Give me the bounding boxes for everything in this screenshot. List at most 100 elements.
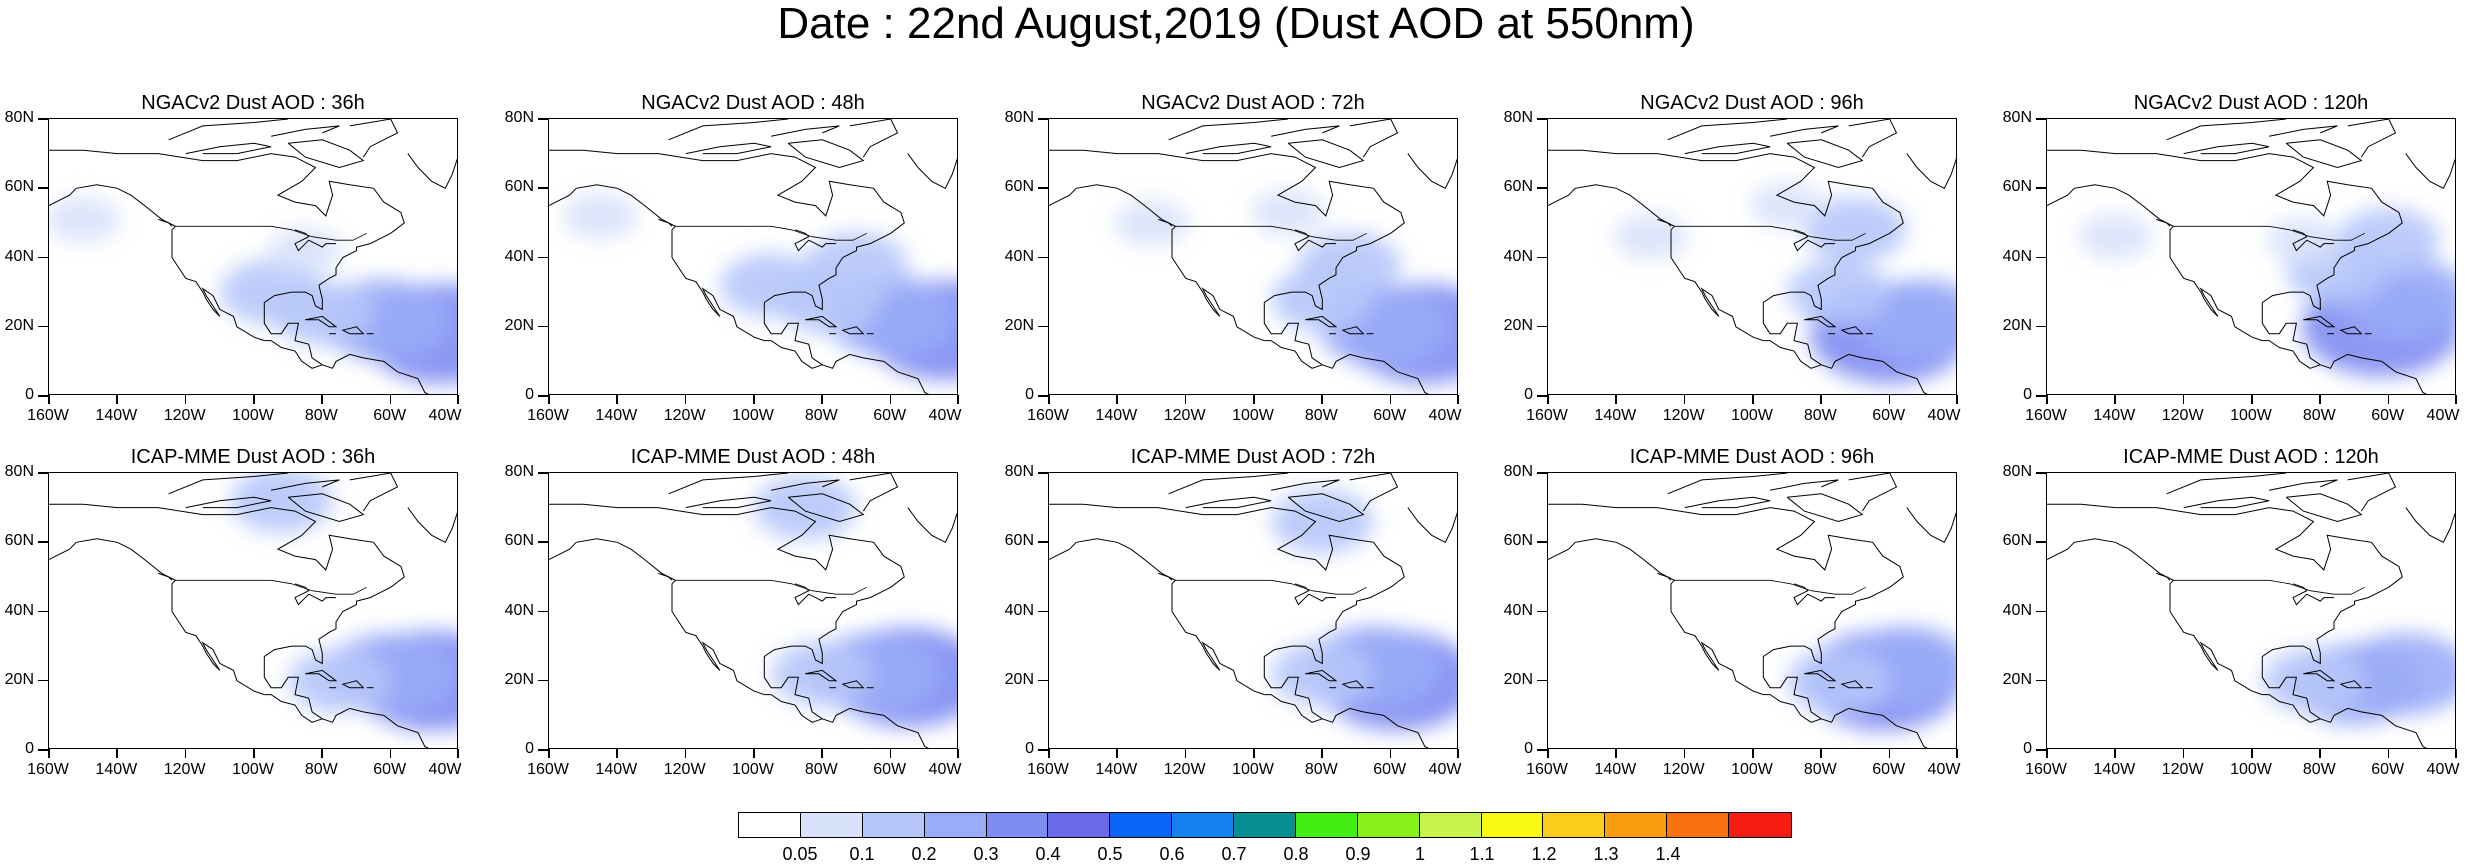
island <box>341 326 365 335</box>
lat-label: 20N <box>1503 670 1533 688</box>
lat-label: 80N <box>1004 463 1034 480</box>
aod-plumes <box>230 473 457 731</box>
colorbar-swatch <box>739 813 801 837</box>
dust-aod-map <box>2046 118 2456 395</box>
lat-tick <box>2036 118 2046 120</box>
colorbar-label: 0.5 <box>1097 844 1123 864</box>
aod-plume <box>1787 260 1890 325</box>
coastline <box>787 139 865 169</box>
colorbar-label: 1.2 <box>1531 844 1557 864</box>
aod-plume <box>2078 213 2153 260</box>
lon-tick <box>116 395 118 404</box>
coastline <box>49 149 429 394</box>
lon-label: 40W <box>1428 761 1462 778</box>
coastline <box>287 493 365 523</box>
island <box>1305 669 1338 682</box>
lon-tick <box>957 749 959 758</box>
lon-label: 40W <box>928 407 962 424</box>
lat-tick <box>1537 679 1547 682</box>
lon-tick <box>1888 395 1891 404</box>
island <box>805 669 838 682</box>
aod-plume <box>1613 213 1688 260</box>
lat-label: 0 <box>1524 386 1533 403</box>
lon-tick <box>1457 395 1459 404</box>
lon-tick <box>2114 749 2116 758</box>
coastline <box>2183 496 2270 509</box>
coastline <box>349 473 399 512</box>
colorbar-swatch <box>924 813 987 837</box>
coastline <box>49 184 221 317</box>
lon-tick <box>48 749 50 758</box>
lat-label: 60N <box>4 532 34 550</box>
lon-label: 40W <box>428 407 462 424</box>
coastline <box>2262 694 2321 723</box>
lon-label: 60W <box>873 761 907 778</box>
island <box>1804 669 1837 682</box>
lon-tick <box>2387 395 2390 404</box>
lat-tick <box>1038 610 1048 612</box>
coastline <box>185 142 272 155</box>
lon-tick <box>889 749 892 758</box>
coastline <box>1185 496 1272 509</box>
coastline <box>2047 538 2219 671</box>
aod-plume <box>719 253 823 318</box>
colorbar-swatch <box>1605 813 1668 837</box>
lon-tick <box>1683 395 1686 404</box>
coastline <box>1201 287 1265 342</box>
lat-tick <box>38 187 48 189</box>
lat-label: 20N <box>1004 316 1034 334</box>
coastline <box>1158 572 1173 581</box>
aod-plume <box>1750 182 1824 229</box>
coastline <box>1168 119 1289 141</box>
island <box>1804 315 1837 328</box>
aod-plume <box>563 192 638 239</box>
lon-label: 60W <box>1373 407 1407 424</box>
lat-label: 60N <box>1503 178 1533 196</box>
lon-tick <box>548 749 550 758</box>
lat-tick <box>2036 395 2046 397</box>
panel-title: NGACv2 Dust AOD : 36h <box>141 92 365 114</box>
lat-label: 40N <box>504 247 534 265</box>
panel-title: NGACv2 Dust AOD : 72h <box>1141 92 1365 114</box>
lon-tick <box>2046 749 2048 758</box>
lat-label: 20N <box>504 670 534 688</box>
lat-label: 60N <box>504 178 534 196</box>
lon-tick <box>2319 395 2321 404</box>
lon-tick <box>1752 749 1754 758</box>
lat-label: 80N <box>1503 109 1533 126</box>
island <box>841 326 865 335</box>
lon-label: 100W <box>232 761 274 778</box>
lon-tick <box>1048 395 1050 404</box>
lon-label: 140W <box>1594 407 1637 424</box>
lat-tick <box>1537 187 1547 189</box>
colorbar-label: 0.4 <box>1035 844 1061 864</box>
aod-plume <box>2262 648 2365 713</box>
lat-tick <box>1537 325 1547 328</box>
lon-tick <box>1956 749 1958 758</box>
us-canada-border <box>2173 225 2365 241</box>
lon-label: 100W <box>732 761 774 778</box>
lat-label: 60N <box>4 178 34 196</box>
lat-label: 0 <box>2023 386 2032 403</box>
colorbar-swatch <box>1419 813 1482 837</box>
coastlines <box>2047 119 2455 394</box>
colorbar-label: 0.8 <box>1283 844 1309 864</box>
coastline <box>1264 694 1323 723</box>
lat-label: 60N <box>504 532 534 550</box>
lat-tick <box>538 187 548 189</box>
lat-label: 0 <box>25 740 34 757</box>
aod-plume <box>288 648 391 713</box>
coastline <box>1407 507 1457 543</box>
aod-plumes <box>563 192 957 381</box>
map-panel: NGACv2 Dust AOD : 72h 80N 60N 40N 20N 0 160W 14… <box>1000 92 1470 432</box>
lon-label: 120W <box>1662 761 1705 778</box>
lon-label: 40W <box>428 761 462 778</box>
lon-tick <box>1888 749 1891 758</box>
lat-tick <box>1038 541 1048 543</box>
lon-label: 40W <box>2426 407 2460 424</box>
lat-label: 40N <box>4 601 34 619</box>
coastline <box>771 125 840 137</box>
lon-label: 120W <box>1163 407 1206 424</box>
aod-plumes <box>1787 625 1956 731</box>
coastline <box>771 479 840 491</box>
